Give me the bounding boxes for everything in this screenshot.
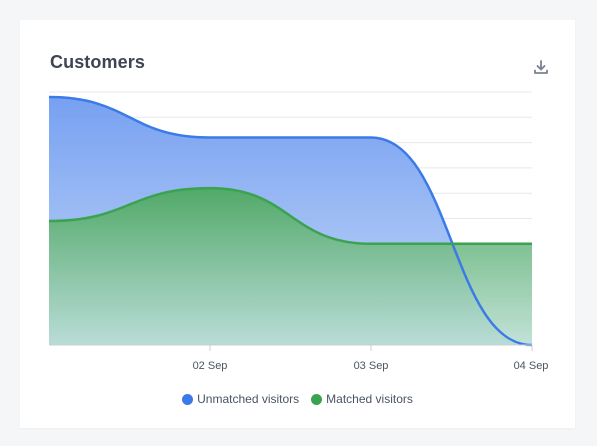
card-title: Customers (50, 52, 145, 72)
series-line-matched (48, 186, 532, 246)
x-axis: 02 Sep 03 Sep 04 Sep (49, 344, 549, 372)
x-tick-label: 02 Sep (193, 360, 228, 372)
legend-dot-unmatched (182, 393, 194, 405)
legend-item-matched[interactable]: Matched visitors (311, 392, 413, 406)
x-tick-label: 03 Sep (354, 360, 389, 372)
download-icon[interactable] (532, 58, 550, 76)
series-line-unmatched (48, 95, 533, 347)
customers-card: Customers 02 Sep 03 Sep 04 Sep Unmatched v… (20, 20, 575, 428)
chart-legend: Unmatched visitors Matched visitors (20, 392, 575, 406)
legend-label-matched: Matched visitors (326, 392, 413, 406)
legend-item-unmatched[interactable]: Unmatched visitors (182, 392, 299, 406)
customers-chart: 02 Sep 03 Sep 04 Sep (48, 91, 549, 372)
legend-label-unmatched: Unmatched visitors (197, 392, 300, 406)
legend-dot-matched (311, 393, 323, 405)
series-area-matched (49, 188, 532, 345)
x-tick-label: 04 Sep (514, 360, 549, 372)
series-areas (48, 95, 533, 347)
